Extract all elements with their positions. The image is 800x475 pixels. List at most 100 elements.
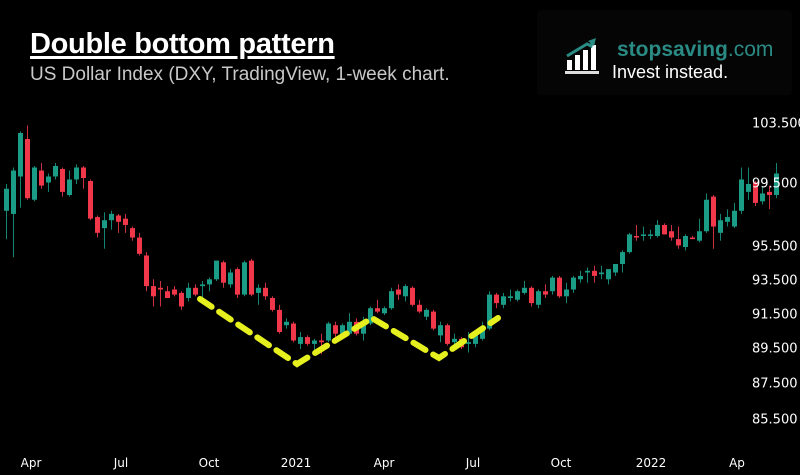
candle <box>662 223 667 235</box>
candle <box>326 321 331 343</box>
brand-tagline: Invest instead. <box>612 62 729 82</box>
candle <box>298 332 303 349</box>
candle <box>333 321 338 339</box>
candle <box>704 193 709 233</box>
candle <box>669 224 674 241</box>
candle <box>529 286 534 307</box>
candle <box>109 210 114 230</box>
candle <box>578 270 583 283</box>
brand-name: stopsaving.com <box>617 38 773 62</box>
candle <box>690 235 695 240</box>
candle <box>53 163 58 180</box>
candle <box>382 306 387 315</box>
candle <box>270 296 275 312</box>
candle <box>389 287 394 310</box>
time-tick-label: Jul <box>465 456 481 470</box>
price-tick-label: 99.500 <box>752 176 798 192</box>
candle <box>368 306 373 326</box>
candle <box>179 291 184 310</box>
candle <box>4 184 9 240</box>
price-tick-label: 89.500 <box>752 341 798 357</box>
price-tick-label: 93.500 <box>752 273 798 289</box>
candle <box>641 226 646 241</box>
price-tick-label: 85.500 <box>752 412 798 428</box>
candle <box>767 185 772 210</box>
candle <box>396 284 401 300</box>
candle <box>11 167 16 258</box>
candle <box>284 318 289 329</box>
candle <box>564 282 569 304</box>
rising-bar-chart-icon <box>565 38 599 74</box>
candle <box>634 224 639 241</box>
candle <box>655 220 660 238</box>
price-tick-label: 95.500 <box>752 239 798 255</box>
candle <box>585 267 590 283</box>
candle <box>753 181 758 207</box>
candle <box>277 304 282 334</box>
candle <box>536 289 541 309</box>
candle <box>375 299 380 314</box>
candle <box>508 289 513 302</box>
candle <box>711 195 716 249</box>
time-tick-label: Oct <box>550 456 572 470</box>
candle <box>648 229 653 240</box>
candle <box>599 265 604 280</box>
time-tick-label: Ap <box>729 456 745 470</box>
candle <box>193 284 198 297</box>
candle <box>123 213 128 233</box>
candle <box>214 260 219 281</box>
candle <box>417 299 422 314</box>
candle <box>697 218 702 243</box>
candle <box>74 164 79 184</box>
candle <box>550 275 555 295</box>
candle <box>172 286 177 297</box>
candle <box>144 252 149 292</box>
candle <box>137 232 142 256</box>
candle <box>235 267 240 298</box>
price-tick-label: 87.500 <box>752 376 798 392</box>
candle <box>32 166 37 202</box>
time-tick-label: Oct <box>198 456 220 470</box>
candle <box>760 187 765 205</box>
candle <box>431 309 436 331</box>
candle <box>732 202 737 229</box>
candle <box>466 332 471 353</box>
chart-subtitle: US Dollar Index (DXY, TradingView, 1-wee… <box>30 64 450 85</box>
candle <box>445 323 450 346</box>
candle <box>39 163 44 189</box>
candle <box>515 289 520 302</box>
candle <box>438 321 443 343</box>
candle <box>25 125 30 200</box>
candle <box>81 166 86 189</box>
candle <box>249 258 254 297</box>
candle <box>88 179 93 221</box>
candle <box>683 234 688 251</box>
candle <box>403 284 408 302</box>
candle <box>221 260 226 288</box>
candle <box>606 269 611 285</box>
candle <box>256 284 261 305</box>
candle <box>200 281 205 300</box>
candle <box>718 213 723 241</box>
candle <box>774 163 779 199</box>
candle <box>102 212 107 249</box>
candle <box>347 313 352 336</box>
candle <box>116 213 121 233</box>
candle <box>60 167 65 197</box>
time-tick-label: 2021 <box>280 456 312 470</box>
candle <box>627 232 632 254</box>
price-tick-label: 91.500 <box>752 307 798 323</box>
candle <box>746 167 751 200</box>
candle <box>557 275 562 298</box>
candle <box>165 286 170 298</box>
candle <box>543 284 548 298</box>
chart-title: Double bottom pattern <box>30 28 335 60</box>
candle <box>242 260 247 297</box>
brand-name-suffix: .com <box>727 38 774 61</box>
candle <box>620 250 625 273</box>
candle <box>522 281 527 295</box>
candle <box>158 281 163 307</box>
time-tick-label: Apr <box>20 456 42 470</box>
candle <box>452 333 457 346</box>
